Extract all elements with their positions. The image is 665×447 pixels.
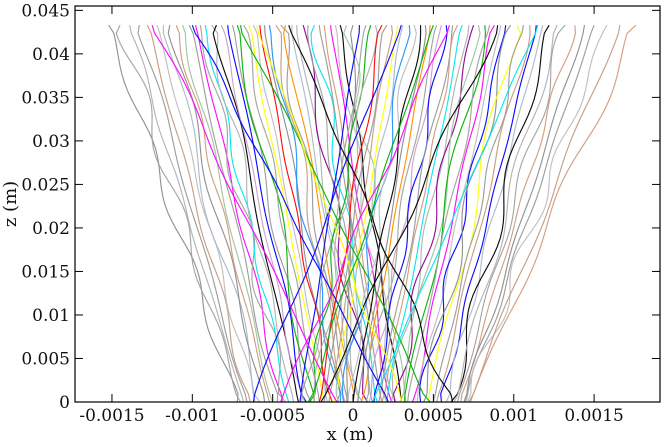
trajectory-line <box>323 24 388 402</box>
trajectory-line <box>373 25 448 402</box>
trajectory-line <box>365 24 438 402</box>
y-tick-label: 0.005 <box>21 349 70 369</box>
trajectory-line <box>360 25 431 402</box>
trajectory-line <box>416 25 502 402</box>
trajectory-line <box>182 24 274 402</box>
trajectory-line <box>220 24 303 402</box>
trajectory-line <box>427 24 521 402</box>
x-tick-label: 0.0015 <box>564 406 623 426</box>
trajectory-line <box>320 25 499 402</box>
trajectory-line <box>423 24 512 402</box>
trajectory-line <box>436 25 531 402</box>
trajectory-line <box>450 24 550 402</box>
trajectory-line <box>453 24 558 402</box>
trajectory-line <box>419 25 507 402</box>
trajectory-line <box>280 24 451 402</box>
x-tick-label: -0.0015 <box>79 406 144 426</box>
trajectory-line <box>328 25 394 402</box>
trajectory-line <box>407 25 491 402</box>
trajectory-line <box>468 25 621 402</box>
trajectory-line <box>211 24 295 402</box>
trajectory-line <box>393 24 475 402</box>
y-tick-label: 0.015 <box>21 262 70 282</box>
trajectory-line <box>386 24 463 402</box>
plot-frame <box>74 5 661 403</box>
trajectory-line <box>280 24 349 402</box>
trajectory-line <box>463 25 586 402</box>
trajectory-line <box>357 25 427 402</box>
trajectory-line <box>302 24 368 402</box>
x-tick-label: 0 <box>348 406 359 426</box>
trajectory-line <box>167 25 266 402</box>
trajectory-line <box>432 25 524 402</box>
trajectory-line <box>231 25 312 402</box>
trajectory-line <box>378 25 454 402</box>
trajectory-line <box>191 24 389 402</box>
trajectory-line <box>456 24 566 402</box>
y-tick-label: 0.04 <box>32 45 70 65</box>
trajectory-line <box>333 25 399 402</box>
trajectory-line <box>371 24 539 402</box>
trajectory-line <box>307 25 373 402</box>
trajectory-line <box>194 25 283 402</box>
trajectory-line <box>464 24 595 402</box>
trajectory-line <box>440 25 537 402</box>
x-axis-label: x (m) <box>327 424 374 445</box>
y-tick-label: 0.01 <box>32 306 70 326</box>
trajectory-line <box>301 24 367 402</box>
trajectory-line <box>137 25 248 402</box>
y-tick-label: 0.02 <box>32 219 70 239</box>
trajectory-line <box>199 25 286 402</box>
x-tick-label: 0.0005 <box>404 406 463 426</box>
trajectory-line <box>307 24 434 402</box>
x-tick-label: -0.001 <box>165 406 219 426</box>
trajectory-lines <box>108 24 637 402</box>
trajectory-line <box>252 24 402 402</box>
y-tick-label: 0.025 <box>21 175 70 195</box>
y-tick-label: 0.045 <box>21 1 70 21</box>
trajectory-line <box>115 24 242 402</box>
trajectory-line <box>151 24 338 402</box>
trajectory-line <box>469 24 637 402</box>
trajectory-line <box>108 24 239 402</box>
trajectory-line <box>411 24 495 402</box>
trajectory-line <box>129 25 245 402</box>
trajectory-line <box>391 25 470 402</box>
trajectory-line <box>460 25 577 402</box>
trajectory-line <box>256 25 402 402</box>
trajectory-line <box>248 24 325 402</box>
trajectory-line <box>146 24 251 402</box>
trajectory-line <box>313 25 378 402</box>
trajectory-line <box>156 24 256 402</box>
trajectory-line <box>291 25 359 402</box>
y-tick-label: 0 <box>59 393 70 413</box>
trajectory-line <box>466 24 608 402</box>
trajectory-line <box>162 25 261 402</box>
trajectory-line <box>283 25 355 402</box>
trajectory-line <box>445 25 544 402</box>
y-axis: 0 0.005 0.01 0.015 0.02 0.025 0.03 0.035 0.04 0.0… <box>21 1 660 413</box>
y-tick-label: 0.035 <box>21 88 70 108</box>
trajectory-line <box>352 25 422 402</box>
x-axis: -0.0015 -0.001 -0.0005 0 0.0005 0.001 0.0015 <box>79 6 624 426</box>
trajectory-line <box>188 24 279 402</box>
trajectory-line <box>227 25 307 402</box>
trajectory-line <box>403 25 487 402</box>
y-axis-label: z (m) <box>0 181 21 227</box>
x-tick-label: 0.001 <box>489 406 538 426</box>
trajectory-line <box>347 24 417 402</box>
x-tick-label: -0.0005 <box>240 406 305 426</box>
trajectory-line <box>236 24 316 402</box>
y-tick-label: 0.03 <box>32 132 70 152</box>
trajectory-line <box>275 24 346 402</box>
trajectory-line <box>175 24 271 402</box>
trajectory-line <box>381 24 459 402</box>
